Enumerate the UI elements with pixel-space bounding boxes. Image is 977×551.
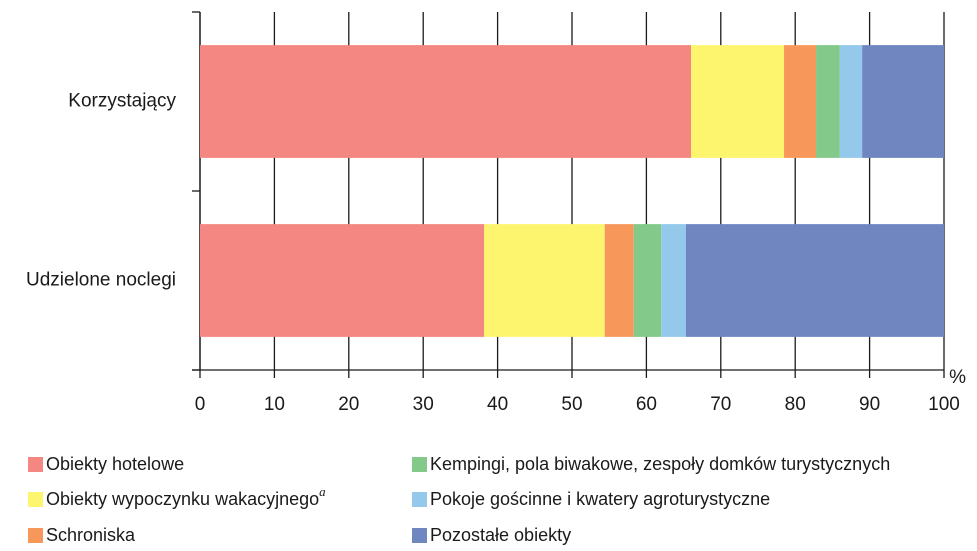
legend-text: Obiekty hotelowe bbox=[46, 454, 184, 474]
legend-text: Pozostałe obiekty bbox=[430, 525, 571, 545]
bar-segment bbox=[691, 45, 785, 158]
y-tick-label: Udzielone noclegi bbox=[26, 270, 176, 291]
legend-swatch bbox=[28, 528, 43, 543]
x-tick-label: 80 bbox=[785, 394, 806, 415]
legend-text: Schroniska bbox=[46, 525, 136, 545]
x-axis-label: % bbox=[949, 367, 966, 388]
legend-label: Pozostałe obiekty bbox=[430, 525, 571, 545]
legend-swatch bbox=[412, 492, 427, 507]
x-tick-label: 60 bbox=[636, 394, 657, 415]
bar-segment bbox=[839, 45, 863, 158]
legend-swatch bbox=[28, 492, 43, 507]
legend-text: Obiekty wypoczynku wakacyjnego bbox=[46, 489, 319, 509]
bar-segment bbox=[784, 45, 817, 158]
x-tick-label: 10 bbox=[264, 394, 285, 415]
x-tick-label: 30 bbox=[413, 394, 434, 415]
bar-segment bbox=[633, 224, 662, 337]
bar-segment bbox=[862, 45, 944, 158]
x-tick-label: 50 bbox=[561, 394, 582, 415]
bar-segment bbox=[200, 224, 485, 337]
legend-swatch bbox=[412, 528, 427, 543]
bar-segment bbox=[484, 224, 605, 337]
legend-label: Kempingi, pola biwakowe, zespoły domków … bbox=[430, 454, 890, 474]
legend-footnote: a bbox=[319, 484, 326, 499]
bar-segment bbox=[604, 224, 634, 337]
legend-text: Kempingi, pola biwakowe, zespoły domków … bbox=[430, 454, 890, 474]
x-tick-label: 0 bbox=[195, 394, 206, 415]
legend-swatch bbox=[28, 457, 43, 472]
legend-label: Schroniska bbox=[46, 525, 136, 545]
bar-segment bbox=[661, 224, 686, 337]
x-tick-label: 100 bbox=[928, 394, 960, 415]
bar-segment bbox=[816, 45, 840, 158]
bar-segment bbox=[200, 45, 692, 158]
legend-label: Obiekty hotelowe bbox=[46, 454, 184, 474]
x-tick-label: 40 bbox=[487, 394, 508, 415]
legend-label: Obiekty wypoczynku wakacyjnegoa bbox=[46, 484, 326, 509]
legend-label: Pokoje gościnne i kwatery agroturystyczn… bbox=[430, 489, 770, 509]
x-tick-label: 70 bbox=[710, 394, 731, 415]
y-tick-label: Korzystający bbox=[68, 91, 176, 112]
legend-text: Pokoje gościnne i kwatery agroturystyczn… bbox=[430, 489, 770, 509]
legend-swatch bbox=[412, 457, 427, 472]
x-tick-label: 20 bbox=[338, 394, 359, 415]
bar-segment bbox=[685, 224, 944, 337]
x-tick-label: 90 bbox=[859, 394, 880, 415]
